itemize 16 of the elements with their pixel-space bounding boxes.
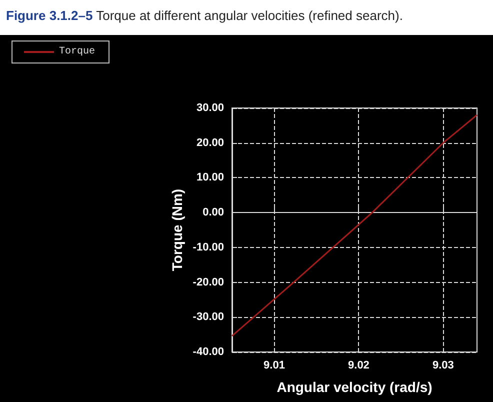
y-tick-label: 0.00 (202, 206, 224, 219)
y-axis-title: Torque (Nm) (169, 188, 185, 272)
y-tick-label: -10.00 (192, 241, 224, 254)
legend-label: Torque (59, 46, 96, 58)
x-axis-title: Angular velocity (rad/s) (276, 379, 432, 395)
x-tick-label: 9.02 (348, 360, 370, 372)
x-tick-label: 9.01 (264, 360, 285, 372)
line-series (231, 114, 478, 337)
chart-title: Figure 3.1.2–5 Torque at different angular velocities (refined search). (5, 7, 404, 25)
x-tick-label: 9.03 (432, 360, 454, 372)
y-tick-label: 20.00 (196, 136, 224, 149)
y-tick-label: -40.00 (192, 346, 224, 358)
y-tick-label: 30.00 (196, 102, 224, 114)
y-tick-label: -20.00 (192, 276, 224, 288)
y-tick-label: 10.00 (196, 172, 224, 184)
y-tick-label: -30.00 (192, 311, 224, 324)
